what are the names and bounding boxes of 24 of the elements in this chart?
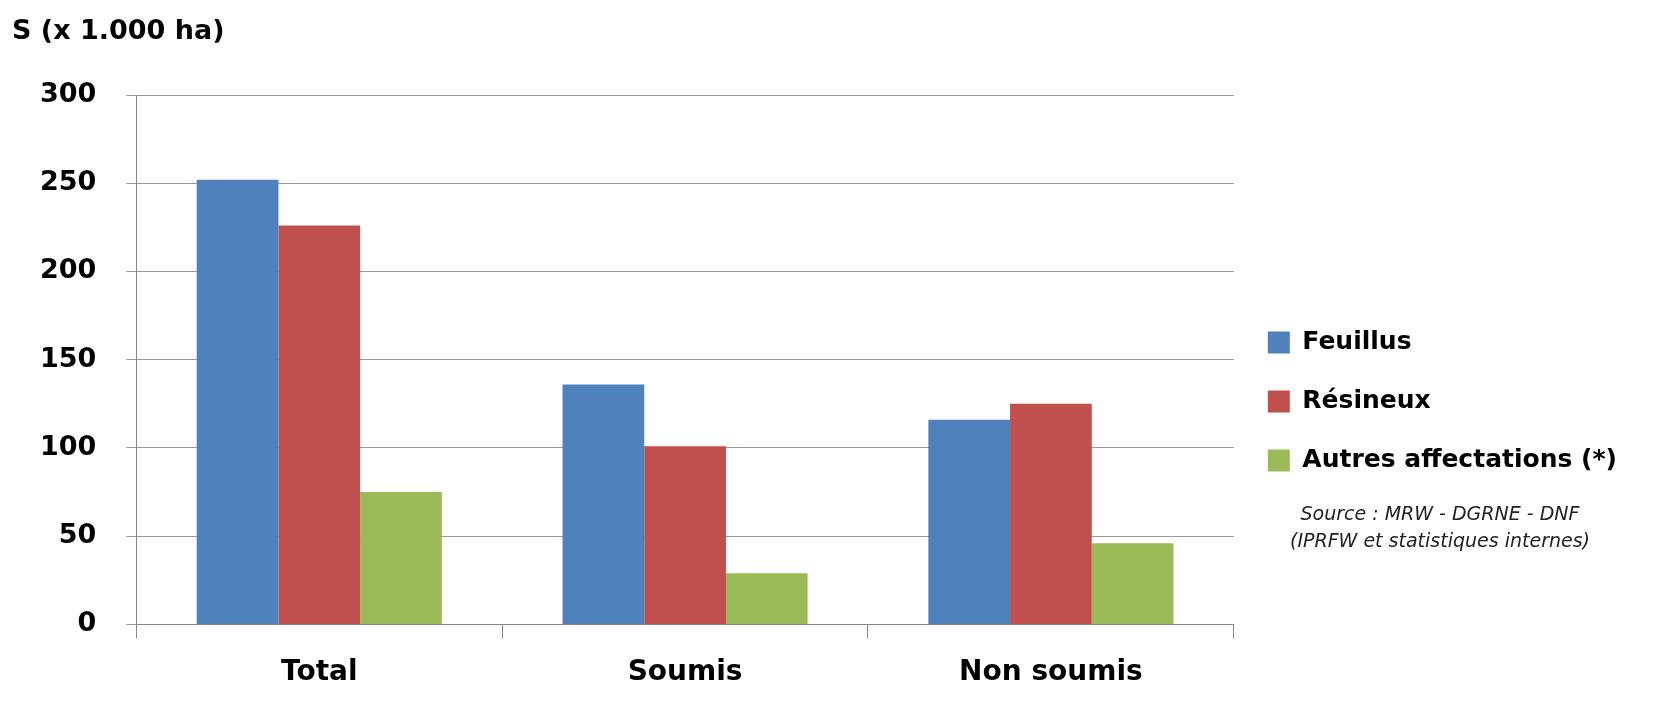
bar <box>196 179 279 624</box>
bar <box>562 384 645 624</box>
y-tick-label: 100 <box>39 429 97 461</box>
y-axis-title: S (x 1.000 ha) <box>12 13 225 45</box>
bar <box>1091 543 1174 624</box>
x-tick-label: Total <box>281 654 358 688</box>
legend-label: Résineux <box>1302 385 1431 414</box>
legend-label: Feuillus <box>1302 326 1412 355</box>
bar <box>644 446 726 624</box>
bar <box>360 492 442 624</box>
y-tick-label: 250 <box>39 165 97 197</box>
bar <box>928 419 1011 624</box>
bar <box>278 225 361 624</box>
y-tick-label: 150 <box>39 341 97 373</box>
bar <box>1010 403 1092 624</box>
y-tick-label: 0 <box>77 606 97 638</box>
y-tick-label: 50 <box>58 518 97 550</box>
x-tick-label: Soumis <box>627 654 743 688</box>
y-tick-label: 200 <box>39 253 97 285</box>
source-note: Source : MRW - DGRNE - DNF (IPRFW et statistiques internes) <box>1289 501 1591 553</box>
bar <box>725 573 808 624</box>
x-tick-label: Non soumis <box>959 654 1143 688</box>
y-tick-label: 300 <box>39 77 97 109</box>
legend-label: Autres affectations (*) <box>1302 444 1617 473</box>
